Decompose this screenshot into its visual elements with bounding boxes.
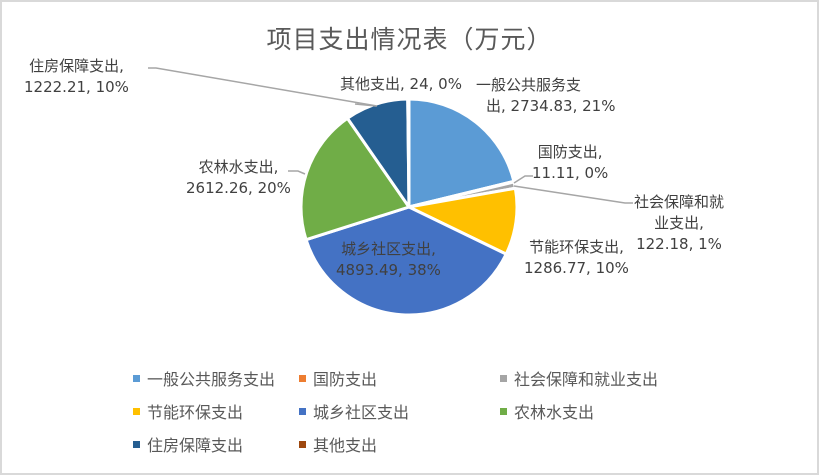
- leader-line-housing: [148, 67, 378, 107]
- data-label-line: 国防支出,: [537, 143, 603, 161]
- legend-swatch-icon: [500, 374, 507, 382]
- legend-item[interactable]: 节能环保支出: [133, 399, 243, 423]
- data-label-line: 一般公共服务支: [476, 76, 582, 94]
- leader-line-agri: [288, 170, 306, 175]
- data-label-line: 农林水支出,: [198, 158, 279, 176]
- legend-item[interactable]: 城乡社区支出: [299, 399, 409, 423]
- legend-label: 农林水支出: [514, 403, 595, 422]
- data-label-line: 社会保障和就: [634, 193, 725, 211]
- legend-item[interactable]: 住房保障支出: [133, 432, 243, 456]
- legend-item[interactable]: 国防支出: [299, 366, 377, 390]
- leader-lines: [148, 67, 633, 204]
- data-label-defense: 国防支出, 11.11, 0%: [532, 142, 608, 184]
- data-label-line: 1286.77, 10%: [524, 259, 629, 277]
- legend-label: 住房保障支出: [147, 436, 244, 455]
- data-label-other: 其他支出, 24, 0%: [340, 74, 462, 95]
- legend-swatch-icon: [133, 374, 140, 382]
- pie-slices: [299, 97, 519, 317]
- legend-item[interactable]: 一般公共服务支出: [133, 366, 275, 390]
- data-label-line: 1222.21, 10%: [24, 78, 129, 96]
- legend-label: 其他支出: [313, 436, 378, 455]
- pie-slice[interactable]: [406, 97, 411, 209]
- legend-label: 社会保障和就业支出: [514, 370, 659, 389]
- data-label-line: 住房保障支出,: [29, 57, 124, 75]
- data-label-housing: 住房保障支出, 1222.21, 10%: [24, 56, 129, 98]
- pie-slice[interactable]: [299, 116, 411, 242]
- legend-item[interactable]: 其他支出: [299, 432, 377, 456]
- data-label-line: 4893.49, 38%: [336, 261, 441, 279]
- data-label-general: 一般公共服务支 出, 2734.83, 21%: [476, 75, 615, 117]
- chart-title: 项目支出情况表（万元）: [266, 25, 553, 54]
- legend-swatch-icon: [299, 407, 306, 415]
- legend-label: 国防支出: [313, 370, 378, 389]
- pie-slice[interactable]: [304, 205, 508, 317]
- legend-label: 城乡社区支出: [313, 403, 410, 422]
- data-label-line: 其他支出, 24, 0%: [340, 75, 462, 93]
- data-label-line: 2612.26, 20%: [186, 179, 291, 197]
- leader-line-defense: [513, 175, 533, 184]
- data-label-social: 社会保障和就 业支出, 122.18, 1%: [634, 192, 724, 255]
- leader-line-other: [354, 103, 377, 107]
- data-label-line: 11.11, 0%: [532, 164, 609, 182]
- leader-line-social: [513, 185, 633, 204]
- legend-item[interactable]: 农林水支出: [500, 399, 594, 423]
- legend-label: 节能环保支出: [147, 403, 244, 422]
- legend-swatch-icon: [299, 440, 306, 448]
- data-label-line: 业支出,: [654, 214, 704, 232]
- legend-item[interactable]: 社会保障和就业支出: [500, 366, 658, 390]
- legend-label: 一般公共服务支出: [147, 370, 276, 389]
- data-label-line: 出, 2734.83, 21%: [486, 97, 616, 115]
- pie-slice[interactable]: [407, 97, 516, 209]
- data-label-line: 节能环保支出,: [529, 238, 624, 256]
- data-label-line: 122.18, 1%: [636, 235, 722, 253]
- data-label-line: 城乡社区支出,: [341, 240, 436, 258]
- data-label-urban: 城乡社区支出, 4893.49, 38%: [336, 239, 441, 281]
- data-label-energy: 节能环保支出, 1286.77, 10%: [524, 237, 629, 279]
- data-label-agri: 农林水支出, 2612.26, 20%: [186, 157, 291, 199]
- legend-swatch-icon: [299, 374, 306, 382]
- legend-swatch-icon: [133, 407, 140, 415]
- legend-swatch-icon: [500, 407, 507, 415]
- legend-swatch-icon: [133, 440, 140, 448]
